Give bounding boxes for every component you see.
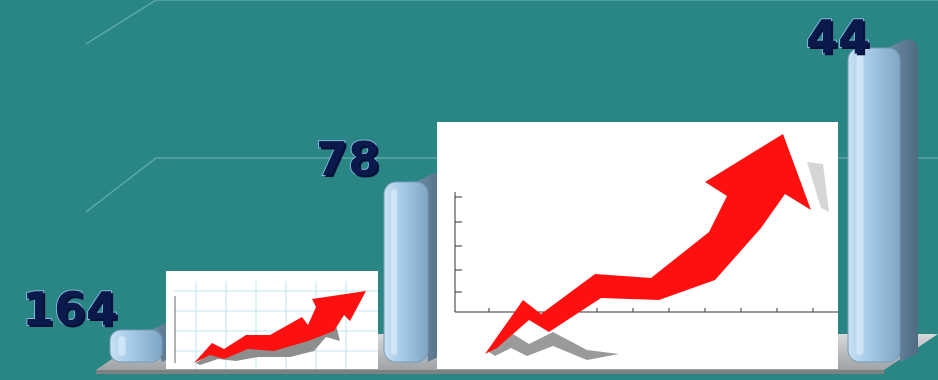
bars [109,39,918,363]
bar-value-label: 44 [805,10,871,64]
bar-value-label: 164 [21,282,119,336]
bar [847,39,918,363]
rising-arrow-graph-icon [454,134,838,360]
small-rising-arrow-clipart [166,271,378,369]
large-rising-arrow-clipart [437,122,838,369]
rising-arrow-graph-icon [174,281,378,369]
gridline [85,0,938,45]
bar-value-label: 78 [315,132,381,186]
